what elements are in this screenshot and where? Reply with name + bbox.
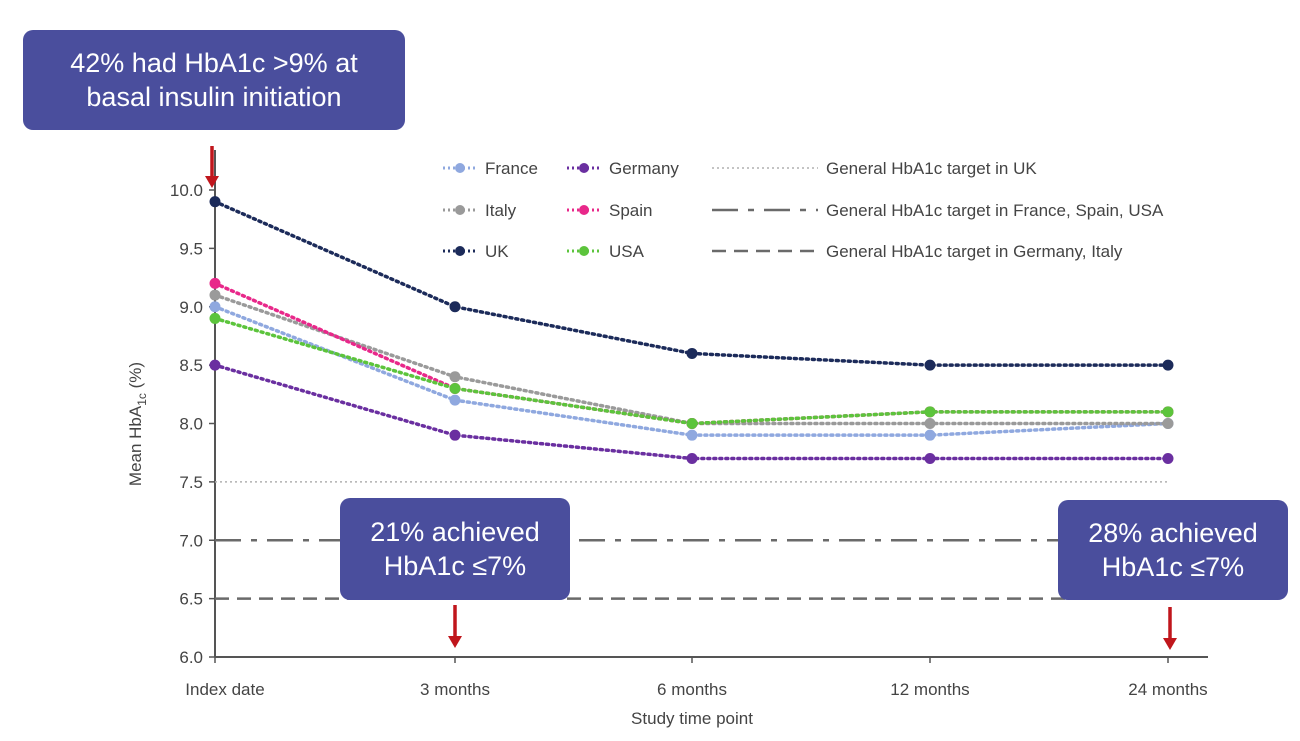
legend-item-reference: General HbA1c target in UK: [712, 159, 1037, 178]
data-point: [209, 289, 221, 301]
data-point: [924, 429, 936, 441]
data-point: [209, 196, 221, 208]
legend-swatch-marker: [455, 205, 465, 215]
legend-label: USA: [609, 242, 645, 261]
callout-basal-initiation: 42% had HbA1c >9% at basal insulin initi…: [23, 30, 405, 130]
legend-label: Italy: [485, 201, 517, 220]
callout-right-line1: 28% achieved: [1088, 518, 1258, 548]
y-axis-label: Mean HbA1c (%): [126, 362, 149, 486]
legend-label: Germany: [609, 159, 679, 178]
x-tick-label: 24 months: [1128, 680, 1207, 699]
legend-label: Spain: [609, 201, 652, 220]
series-uk: [209, 196, 1174, 371]
callout-right-line2: HbA1c ≤7%: [1101, 552, 1245, 582]
legend-swatch-marker: [579, 205, 589, 215]
legend-label: UK: [485, 242, 509, 261]
data-point: [209, 301, 221, 313]
data-point: [1162, 418, 1174, 429]
callout-arrows: [205, 146, 1177, 650]
x-tick-label: 6 months: [657, 680, 727, 699]
y-tick-label: 6.0: [179, 648, 203, 667]
y-tick-label: 6.5: [179, 590, 203, 609]
legend-item-uk: UK: [443, 242, 509, 261]
data-point: [924, 418, 936, 429]
legend-label: General HbA1c target in France, Spain, U…: [826, 201, 1164, 220]
arrow-down-icon: [1163, 607, 1177, 650]
data-point: [686, 429, 698, 441]
y-tick-label: 8.0: [179, 415, 203, 434]
data-point: [449, 394, 461, 406]
legend-item-germany: Germany: [567, 159, 679, 178]
arrow-head: [1163, 638, 1177, 650]
y-tick-label: 7.5: [179, 473, 203, 492]
x-tick-label: 12 months: [890, 680, 969, 699]
axes: 6.0 6.5 7.0 7.5 8.0 8.5 9.0 9.5 10.0 Index date 3 …: [126, 150, 1208, 728]
legend-swatch-marker: [455, 246, 465, 256]
callout-mid-line2: HbA1c ≤7%: [383, 551, 527, 581]
series-usa: [209, 312, 1174, 429]
callout-top-line1: 42% had HbA1c >9% at: [70, 48, 358, 78]
callout-24-months: 28% achieved HbA1c ≤7%: [1058, 500, 1288, 600]
legend-item-france: France: [443, 159, 538, 178]
y-tick-label: 9.5: [179, 239, 203, 258]
data-series: [209, 196, 1174, 465]
data-point: [924, 453, 936, 465]
arrow-head: [448, 636, 462, 648]
series-line: [213, 305, 1170, 437]
callout-mid-line1: 21% achieved: [370, 517, 540, 547]
legend-label: General HbA1c target in Germany, Italy: [826, 242, 1123, 261]
legend-item-italy: Italy: [443, 201, 517, 220]
series-germany: [209, 359, 1174, 465]
data-point: [449, 371, 461, 383]
x-tick-label: Index date: [185, 680, 264, 699]
data-point: [686, 347, 698, 359]
x-tick-label: 3 months: [420, 680, 490, 699]
legend-label: France: [485, 159, 538, 178]
data-point: [686, 418, 698, 429]
y-tick-label: 9.0: [179, 298, 203, 317]
data-point: [686, 453, 698, 465]
arrow-head: [205, 176, 219, 188]
data-point: [924, 406, 936, 418]
legend-label: General HbA1c target in UK: [826, 159, 1037, 178]
data-point: [209, 312, 221, 324]
series-line: [213, 199, 1170, 367]
legend-swatch-marker: [579, 163, 589, 173]
arrow-down-icon: [205, 146, 219, 188]
callout-top-line2: basal insulin initiation: [86, 82, 342, 112]
callout-3-months: 21% achieved HbA1c ≤7%: [340, 498, 570, 600]
legend-item-reference: General HbA1c target in France, Spain, U…: [712, 201, 1164, 220]
legend-item-reference: General HbA1c target in Germany, Italy: [712, 242, 1123, 261]
data-point: [449, 429, 461, 441]
legend-swatch-marker: [455, 163, 465, 173]
data-point: [924, 359, 936, 371]
data-point: [1162, 359, 1174, 371]
legend-swatch-marker: [579, 246, 589, 256]
data-point: [209, 277, 221, 289]
legend-item-usa: USA: [567, 242, 645, 261]
y-tick-label: 8.5: [179, 356, 203, 375]
data-point: [449, 301, 461, 313]
arrow-down-icon: [448, 605, 462, 648]
data-point: [209, 359, 221, 371]
data-point: [1162, 453, 1174, 465]
x-axis-label: Study time point: [631, 709, 753, 728]
y-tick-label: 7.0: [179, 531, 203, 550]
data-point: [449, 382, 461, 394]
data-point: [1162, 406, 1174, 418]
legend: France Germany Italy Spain UK USA General HbA1…: [443, 159, 1164, 261]
legend-item-spain: Spain: [567, 201, 652, 220]
y-tick-label: 10.0: [170, 181, 203, 200]
